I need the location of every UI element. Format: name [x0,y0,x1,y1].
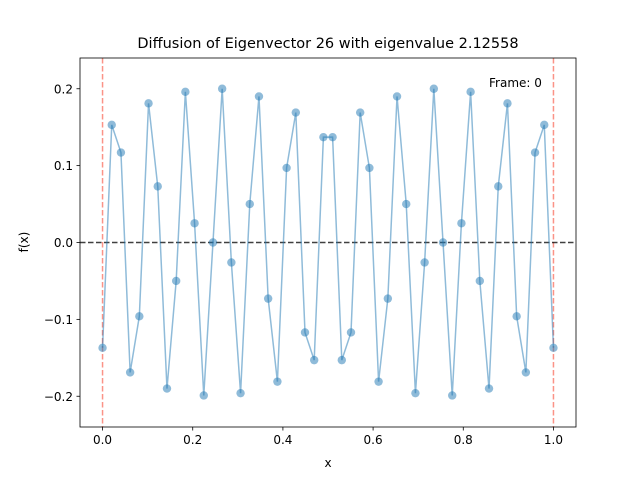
y-tick-label: −0.1 [44,313,73,327]
data-point [291,108,301,117]
frame-annotation: Frame: 0 [489,76,542,90]
data-point [355,108,365,117]
data-point [107,120,116,130]
data-point [254,92,264,101]
data-point [346,328,356,337]
data-point [98,343,107,353]
data-point [429,84,439,93]
data-point [448,391,457,400]
data-point [374,377,383,386]
data-point [125,368,135,377]
y-axis-label: f(x) [17,232,31,253]
data-point [457,219,466,228]
x-tick-label: 0.4 [273,433,292,447]
x-tick-label: 0.2 [183,433,202,447]
data-point [162,384,172,393]
data-point [549,343,558,353]
series-line-0 [101,88,555,396]
data-point [328,132,337,142]
data-point [236,388,245,398]
data-point [466,87,475,97]
y-tick-label: 0.2 [54,82,73,96]
data-point [199,391,208,400]
data-point [263,294,273,303]
data-point [420,258,429,267]
y-tick-label: −0.2 [44,390,73,404]
data-point [153,182,162,191]
x-tick-label: 0.6 [364,433,383,447]
data-point [135,312,144,321]
data-point [503,99,512,108]
data-point [521,368,531,377]
plot-area: 0.0 0.2 0.4 0.6 0.8 1.0 −0.2 −0.1 0.0 0.1 0.2 [44,57,577,447]
data-point [475,276,485,286]
data-point [227,258,236,267]
data-point [337,355,346,365]
x-tick-label: 0.8 [454,433,473,447]
data-point [365,163,374,173]
data-point [310,355,319,365]
data-point [383,294,393,303]
data-point [540,120,549,130]
chart-title: Diffusion of Eigenvector 26 with eigenva… [137,36,518,52]
data-point [217,84,227,93]
y-tick-label: 0.1 [54,159,73,173]
data-point [402,199,411,209]
data-point [319,132,328,142]
y-tick-label: 0.0 [54,236,73,250]
data-point [208,238,218,247]
data-point [282,163,291,173]
data-point [512,312,521,321]
data-point [181,87,190,97]
data-point [116,148,126,157]
data-point [530,148,540,157]
data-point [190,219,199,228]
data-point [392,92,402,101]
data-point [484,384,494,393]
data-point [171,276,181,286]
data-point [494,182,503,191]
x-tick-label: 0.0 [93,433,112,447]
data-point [245,199,254,209]
x-tick-label: 1.0 [544,433,563,447]
data-point [144,99,153,108]
data-point [300,328,310,337]
data-point [411,388,420,398]
x-axis-label: x [324,456,331,470]
data-point [438,238,448,247]
data-point [273,377,282,386]
